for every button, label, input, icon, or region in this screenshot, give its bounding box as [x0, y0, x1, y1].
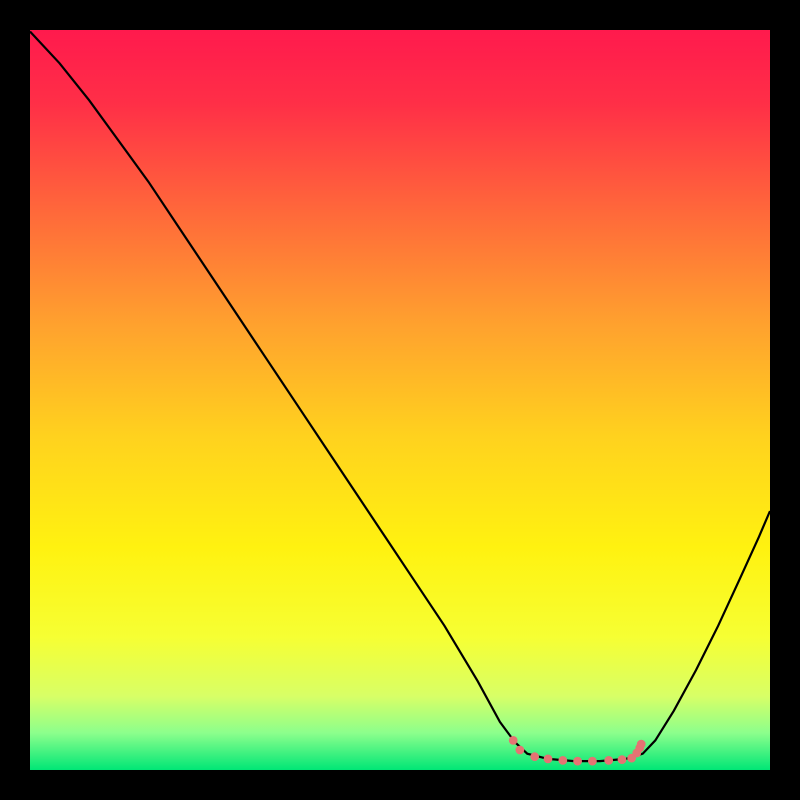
plot-frame — [0, 0, 800, 800]
plot-area — [30, 30, 770, 770]
gradient-background — [30, 30, 770, 770]
